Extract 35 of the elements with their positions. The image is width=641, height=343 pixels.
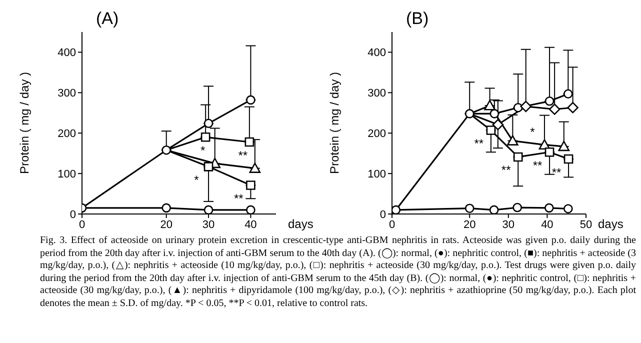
y-tick-label: 100 bbox=[368, 168, 386, 180]
y-tick-label: 300 bbox=[368, 88, 386, 100]
annotation: * bbox=[530, 125, 536, 140]
annotation: ** bbox=[532, 158, 543, 172]
y-axis-title: Protein ( mg / day ) bbox=[17, 72, 32, 174]
annotation: * bbox=[200, 144, 206, 158]
caption: Fig. 3. Effect of acteoside on urinary protein excretion in crescentic-type anti-GBM nephritis in rats. Acteoside was given p.o. daily during the period from the 20th day after i.v. injection of anti-GBM serum to the 40th day (A). (◯): normal, (●): nephritic control, (■): nephritis + acteoside (3 mg/kg/day, p.o.), (△): nephritis + acteoside (10 mg/kg/day, p.o.), (□): nephritis + acteoside (30 mg/kg/day, p.o.). Test drugs were given p.o. daily during the period from the 20th day after i.v. injection of anti-GBM serum to the 45th day (B). (◯): normal, (●): nephritic control, (□): nephritis + acteoside (30 mg/kg/day, p.o.), (▲): nephritis + dipyridamole (100 mg/kg/day, p.o.), (◇): nephritis + azathioprine (50 mg/kg/day, p.o.). Each plot denotes the mean ± S.D. of mg/day. *P < 0.05, **P < 0.01, relative to control rats. bbox=[40, 235, 636, 311]
y-axis-title: Protein ( mg / day ) bbox=[327, 72, 342, 174]
y-tick-label: 200 bbox=[58, 128, 76, 140]
annotation: ** bbox=[234, 192, 244, 206]
annotation: ** bbox=[474, 136, 484, 151]
x-tick-label: 20 bbox=[160, 218, 172, 231]
y-tick-label: 300 bbox=[58, 88, 76, 100]
x-tick-label: 40 bbox=[541, 218, 554, 231]
chart-title: (A) bbox=[95, 8, 120, 30]
y-tick-label: 200 bbox=[368, 128, 386, 140]
x-axis-title: days bbox=[598, 217, 624, 231]
annotation: ** bbox=[501, 163, 512, 178]
y-tick-label: 0 bbox=[380, 208, 386, 221]
chart-title: (B) bbox=[405, 8, 430, 30]
annotation: * bbox=[194, 172, 200, 187]
x-tick-label: 40 bbox=[244, 218, 257, 231]
y-tick-label: 400 bbox=[368, 47, 386, 60]
x-tick-label: 20 bbox=[463, 218, 476, 231]
x-tick-label: 30 bbox=[502, 218, 515, 231]
x-tick-label: 50 bbox=[580, 218, 592, 231]
x-tick-label: 0 bbox=[388, 218, 396, 231]
annotation: ** bbox=[552, 165, 562, 180]
y-tick-label: 400 bbox=[58, 47, 76, 60]
annotation: ** bbox=[238, 148, 248, 163]
x-axis-title: days bbox=[288, 217, 314, 231]
y-tick-label: 0 bbox=[70, 208, 76, 221]
x-tick-label: 30 bbox=[202, 218, 215, 231]
x-tick-label: 0 bbox=[78, 218, 86, 231]
y-tick-label: 100 bbox=[58, 168, 76, 180]
